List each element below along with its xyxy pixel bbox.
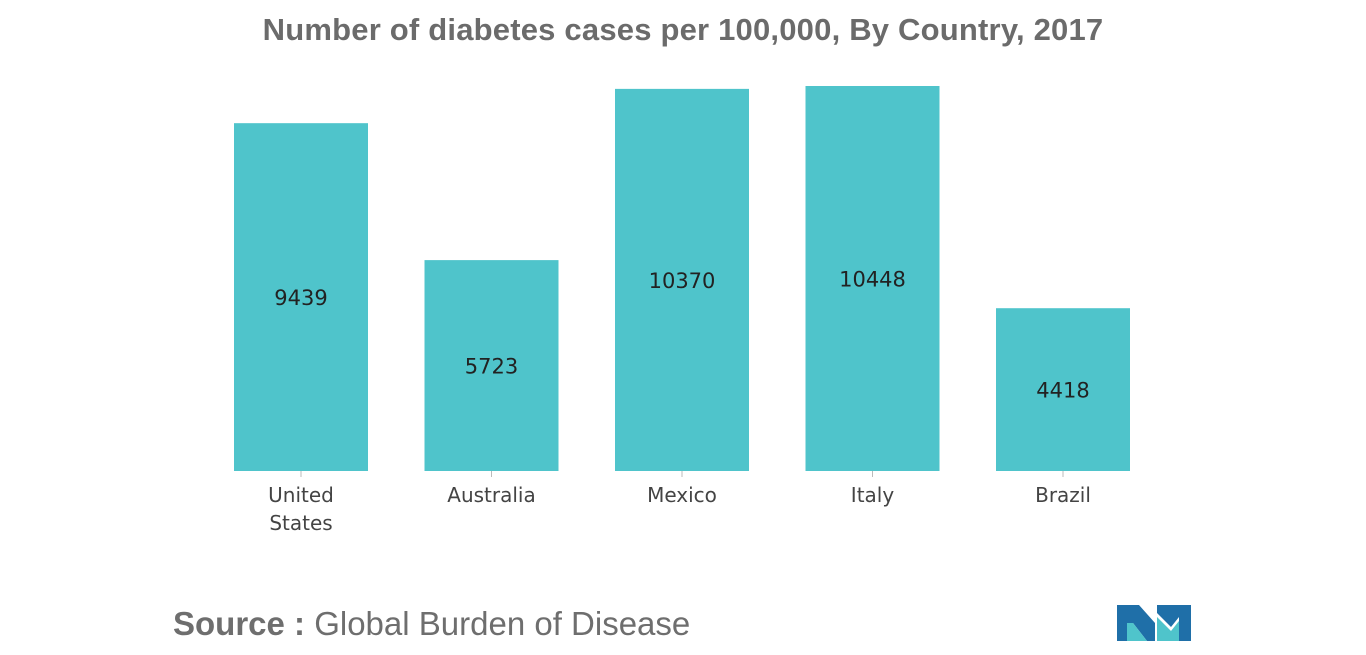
logo-left-shape [1117, 605, 1155, 641]
x-tick-label: Mexico [647, 483, 717, 507]
data-label: 5723 [465, 355, 518, 379]
x-tick-label: Australia [447, 483, 535, 507]
bar-united-states [234, 123, 368, 472]
x-tick-label: United States [268, 483, 334, 535]
bar-brazil [996, 308, 1130, 471]
bar-italy [805, 86, 940, 471]
bar-mexico [615, 88, 749, 471]
source-prefix: Source : [173, 605, 315, 642]
data-label: 10370 [649, 269, 716, 293]
mordor-intelligence-logo-icon [1117, 605, 1191, 641]
chart-title: Number of diabetes cases per 100,000, By… [262, 12, 1104, 47]
bar-chart: 9439 United States 5723 Australia 10370 Mexico… [234, 86, 1130, 535]
x-tick-label: Brazil [1035, 483, 1091, 507]
logo-mid-shape [1127, 623, 1147, 641]
source-note: Source : Global Burden of Disease [173, 605, 690, 643]
data-label: 4418 [1036, 379, 1089, 403]
bar-australia [424, 260, 559, 471]
logo-right-accent [1157, 617, 1179, 641]
source-text: Global Burden of Disease [314, 605, 691, 642]
x-tick-label: Italy [851, 483, 895, 507]
logo-right-shape [1157, 605, 1191, 641]
data-label: 10448 [839, 268, 906, 292]
data-label: 9439 [274, 286, 327, 310]
